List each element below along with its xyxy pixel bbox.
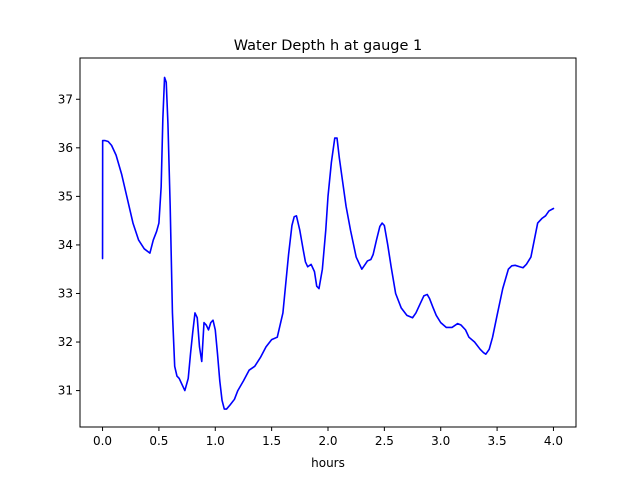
chart-title: Water Depth h at gauge 1 — [234, 38, 422, 54]
y-tick-label: 32 — [58, 335, 73, 349]
x-axis-label: hours — [311, 456, 345, 470]
y-tick-label: 31 — [58, 384, 73, 398]
plot-area: 0.0 0.5 1.0 1.5 2.0 2.5 3.0 3.5 4.0 31 32 33 34 35 36 3… — [58, 57, 577, 448]
x-tick-label: 1.5 — [262, 434, 281, 448]
y-tick-label: 37 — [58, 92, 73, 106]
y-tick-label: 35 — [58, 189, 73, 203]
series-line-0 — [101, 76, 555, 410]
x-tick-label: 3.0 — [431, 434, 450, 448]
x-tick-label: 0.5 — [149, 434, 168, 448]
x-tick-label: 2.5 — [375, 434, 394, 448]
x-tick-label: 4.0 — [544, 434, 563, 448]
x-tick-label: 3.5 — [488, 434, 507, 448]
x-tick-label: 2.0 — [318, 434, 337, 448]
y-tick-label: 34 — [58, 238, 73, 252]
y-tick-label: 33 — [58, 286, 73, 300]
x-tick-label: 1.0 — [206, 434, 225, 448]
y-tick-label: 36 — [58, 141, 73, 155]
x-tick-label: 0.0 — [93, 434, 112, 448]
